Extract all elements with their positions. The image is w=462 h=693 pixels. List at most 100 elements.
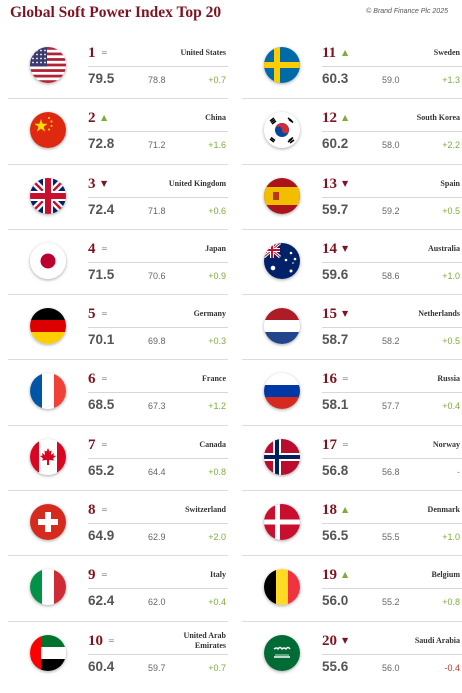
score-2025: 59.6 bbox=[322, 266, 349, 282]
ae-flag-icon bbox=[30, 634, 66, 671]
rank-movement-down-icon: ▼ bbox=[101, 178, 108, 188]
score-change: +0.5 bbox=[442, 205, 460, 216]
rank-number: 4 bbox=[88, 240, 96, 257]
score-2025: 79.5 bbox=[88, 71, 115, 86]
score-change: +0.5 bbox=[442, 336, 460, 347]
row-divider bbox=[322, 653, 462, 655]
score-2024: 62.9 bbox=[148, 532, 166, 543]
score-change: +0.4 bbox=[208, 597, 226, 608]
score-change: +2.2 bbox=[442, 140, 460, 151]
ranking-row: 18 ▲ Denmark 56.5 55.5 +1.0 bbox=[242, 491, 462, 557]
row-divider bbox=[88, 523, 228, 525]
ranking-row: 15 ▼ Netherlands 58.7 58.2 +0.5 bbox=[242, 295, 462, 361]
score-change: +1.3 bbox=[442, 75, 460, 85]
score-2025: 56.5 bbox=[322, 528, 349, 544]
rank-movement-same-icon: = bbox=[101, 439, 108, 449]
ranking-row: 19 ▲ Belgium 56.0 55.2 +0.8 bbox=[242, 556, 462, 622]
score-2024: 58.0 bbox=[382, 140, 400, 151]
row-divider bbox=[322, 457, 462, 459]
score-2024: 71.8 bbox=[148, 205, 166, 216]
score-2025: 59.7 bbox=[322, 201, 349, 217]
row-divider bbox=[322, 66, 462, 67]
country-name: Switzerland bbox=[185, 505, 226, 515]
country-name: Belgium bbox=[431, 570, 460, 580]
ranking-row: 20 ▼ Saudi Arabia 55.6 56.0 -0.4 bbox=[242, 622, 462, 687]
rank-movement-up-icon: ▲ bbox=[342, 48, 349, 57]
score-change: +1.6 bbox=[208, 140, 226, 151]
score-2024: 64.4 bbox=[148, 466, 166, 477]
score-change: +1.0 bbox=[442, 532, 460, 543]
ranking-row: 10 = United Arab Emirates 60.4 59.7 +0.7 bbox=[8, 622, 228, 687]
country-name: Saudi Arabia bbox=[414, 635, 460, 645]
rank-movement-down-icon: ▼ bbox=[342, 243, 349, 253]
rank-number: 7 bbox=[88, 436, 96, 453]
ranking-row: 5 = Germany 70.1 69.8 +0.3 bbox=[8, 295, 228, 361]
se-flag-icon bbox=[264, 47, 300, 83]
score-2025: 60.2 bbox=[322, 136, 349, 152]
score-change: +0.6 bbox=[208, 205, 226, 216]
ranking-row: 11 ▲ Sweden 60.3 59.0 +1.3 bbox=[242, 34, 462, 100]
score-2024: 59.2 bbox=[382, 205, 400, 216]
score-2025: 64.9 bbox=[88, 528, 115, 544]
gb-flag-icon bbox=[30, 177, 66, 214]
nl-flag-icon bbox=[264, 308, 300, 345]
score-2024: 58.2 bbox=[382, 336, 400, 347]
score-2024: 58.6 bbox=[382, 270, 400, 281]
score-2024: 62.0 bbox=[148, 597, 166, 608]
country-name: China bbox=[205, 113, 226, 123]
country-name: France bbox=[202, 374, 226, 384]
rank-number: 2 bbox=[88, 110, 96, 127]
score-2024: 56.8 bbox=[382, 466, 400, 477]
score-2025: 71.5 bbox=[88, 266, 115, 282]
jp-flag-icon bbox=[30, 242, 66, 279]
ranking-row: 3 ▼ United Kingdom 72.4 71.8 +0.6 bbox=[8, 165, 228, 230]
country-name: Japan bbox=[205, 243, 226, 253]
row-divider bbox=[322, 588, 462, 590]
score-change: +1.2 bbox=[208, 401, 226, 412]
ranking-row: 4 = Japan 71.5 70.6 +0.9 bbox=[8, 230, 228, 296]
ranking-row: 2 ▲ China 72.8 71.2 +1.6 bbox=[8, 99, 228, 165]
rank-movement-same-icon: = bbox=[101, 374, 108, 384]
ranking-row: 8 = Switzerland 64.9 62.9 +2.0 bbox=[8, 491, 228, 557]
sa-flag-icon bbox=[264, 634, 300, 671]
country-name: Australia bbox=[428, 243, 460, 253]
row-divider bbox=[322, 196, 462, 198]
row-divider bbox=[88, 457, 228, 459]
rank-movement-up-icon: ▲ bbox=[342, 505, 349, 515]
row-divider bbox=[88, 66, 228, 67]
rank-number: 11 bbox=[322, 45, 337, 61]
country-name: Denmark bbox=[427, 505, 460, 515]
score-2024: 55.2 bbox=[382, 597, 400, 608]
score-change: +0.4 bbox=[442, 401, 460, 412]
country-name: United Arab Emirates bbox=[183, 630, 226, 650]
score-2024: 55.5 bbox=[382, 532, 400, 543]
country-name: Netherlands bbox=[418, 309, 460, 319]
rank-movement-down-icon: ▼ bbox=[342, 635, 349, 645]
score-2024: 69.8 bbox=[148, 336, 166, 347]
row-divider bbox=[322, 261, 462, 263]
score-2025: 72.4 bbox=[88, 201, 115, 217]
row-divider bbox=[322, 131, 462, 133]
row-divider bbox=[322, 523, 462, 525]
rank-movement-up-icon: ▲ bbox=[342, 113, 349, 123]
score-2025: 60.4 bbox=[88, 658, 115, 674]
country-name: South Korea bbox=[416, 113, 460, 123]
ranking-row: 12 ▲ South Korea 60.2 58.0 +2.2 bbox=[242, 99, 462, 165]
score-2025: 70.1 bbox=[88, 332, 115, 348]
dk-flag-icon bbox=[264, 504, 300, 541]
ranking-row: 6 = France 68.5 67.3 +1.2 bbox=[8, 360, 228, 426]
rank-number: 10 bbox=[88, 632, 103, 649]
score-change: +0.7 bbox=[208, 662, 226, 673]
rank-number: 20 bbox=[322, 632, 337, 649]
score-2024: 71.2 bbox=[148, 140, 166, 151]
score-2025: 56.8 bbox=[322, 462, 349, 478]
row-divider bbox=[322, 327, 462, 329]
row-divider bbox=[88, 261, 228, 263]
score-2025: 65.2 bbox=[88, 462, 115, 478]
country-name: Russia bbox=[437, 374, 460, 384]
rank-number: 14 bbox=[322, 240, 337, 257]
rank-number: 8 bbox=[88, 502, 96, 519]
score-2025: 55.6 bbox=[322, 658, 349, 674]
ranking-row: 13 ▼ Spain 59.7 59.2 +0.5 bbox=[242, 165, 462, 230]
score-change: +2.0 bbox=[208, 532, 226, 543]
